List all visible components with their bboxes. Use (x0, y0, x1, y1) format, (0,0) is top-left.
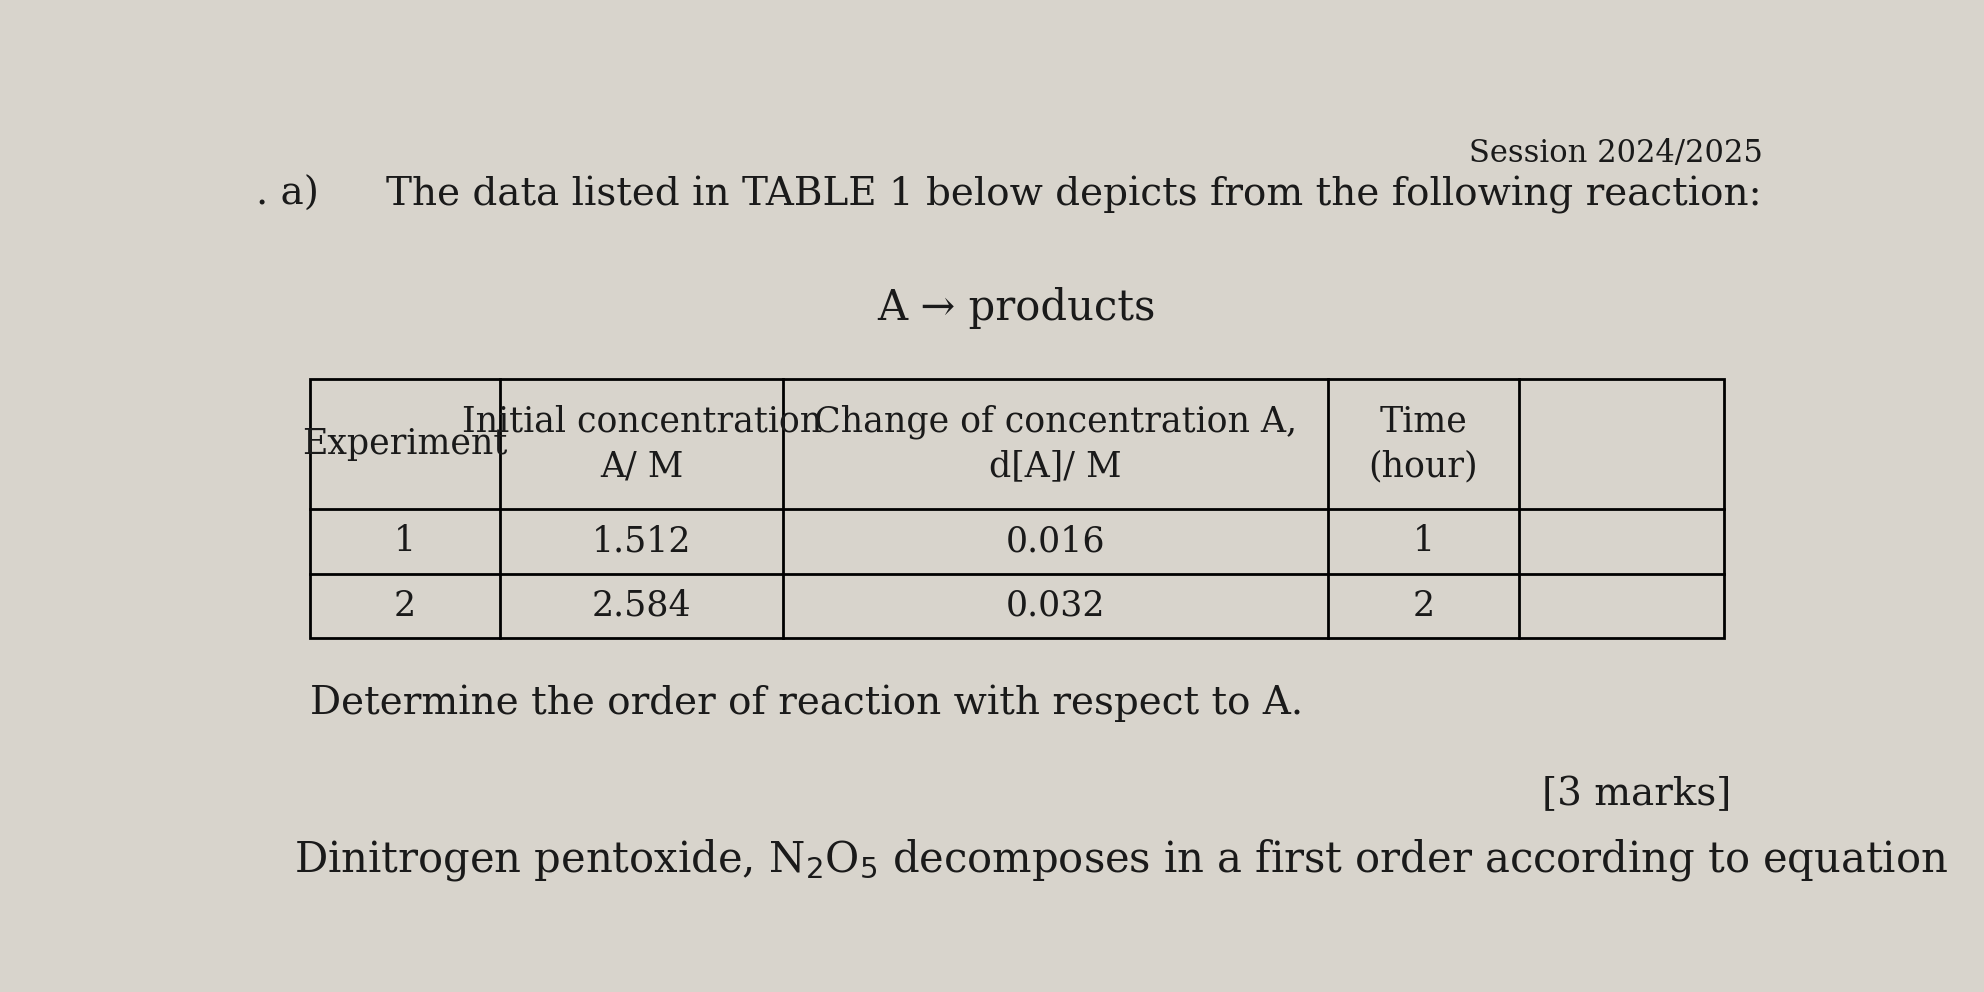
Text: Change of concentration A,
d[A]/ M: Change of concentration A, d[A]/ M (813, 404, 1298, 483)
Text: A → products: A → products (877, 287, 1157, 329)
Text: 2: 2 (395, 589, 417, 623)
Text: Dinitrogen pentoxide, N$_2$O$_5$ decomposes in a first order according to equati: Dinitrogen pentoxide, N$_2$O$_5$ decompo… (294, 837, 1948, 883)
Text: The data listed in TABLE 1 below depicts from the following reaction:: The data listed in TABLE 1 below depicts… (387, 177, 1762, 214)
Text: 1.512: 1.512 (591, 524, 692, 558)
Text: 1: 1 (1413, 524, 1434, 558)
Text: [3 marks]: [3 marks] (1542, 776, 1732, 812)
Text: Determine the order of reaction with respect to A.: Determine the order of reaction with res… (310, 684, 1303, 722)
Text: 0.016: 0.016 (1006, 524, 1105, 558)
Text: 2.584: 2.584 (591, 589, 692, 623)
Text: Experiment: Experiment (302, 427, 508, 460)
Text: Time
(hour): Time (hour) (1369, 405, 1478, 483)
Text: . a): . a) (256, 177, 319, 213)
Text: Session 2024/2025: Session 2024/2025 (1468, 138, 1762, 169)
Text: 0.032: 0.032 (1006, 589, 1105, 623)
Text: Initial concentration
A/ M: Initial concentration A/ M (462, 405, 821, 483)
Text: 2: 2 (1413, 589, 1434, 623)
Text: 1: 1 (395, 524, 417, 558)
